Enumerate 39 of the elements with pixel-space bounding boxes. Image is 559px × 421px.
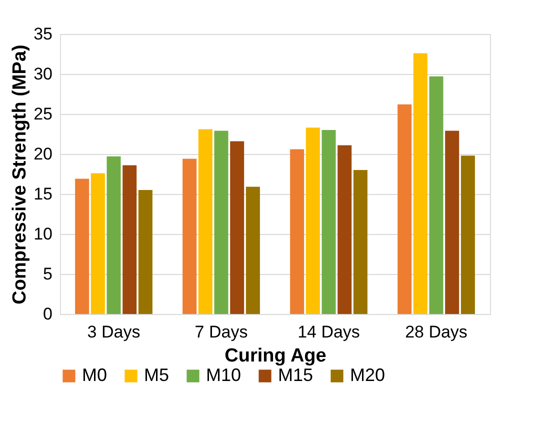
bar — [460, 156, 475, 314]
bar — [230, 141, 244, 314]
bar — [322, 130, 336, 314]
bar — [306, 128, 320, 314]
y-tick-label: 30 — [34, 64, 52, 84]
bar — [138, 190, 152, 314]
legend-label: M20 — [350, 365, 386, 385]
bar — [290, 149, 304, 314]
legend-label: M15 — [278, 365, 314, 385]
x-tick-label: 7 Days — [194, 322, 248, 342]
y-tick-label: 20 — [34, 144, 52, 164]
y-tick-label: 35 — [34, 24, 52, 44]
bar — [198, 129, 212, 314]
bar — [90, 173, 105, 314]
bar — [122, 165, 137, 314]
y-tick-label: 10 — [34, 224, 52, 244]
bar — [429, 76, 444, 314]
y-axis-title: Compressive Strength (MPa) — [10, 44, 31, 304]
bar — [398, 104, 412, 314]
y-tick-label: 5 — [43, 264, 52, 284]
y-tick-label: 0 — [43, 304, 52, 324]
x-axis-title: Curing Age — [224, 346, 326, 366]
bar — [338, 145, 352, 314]
bar — [413, 53, 428, 314]
bar — [214, 130, 228, 314]
legend-label: M0 — [82, 365, 108, 385]
bar — [106, 156, 121, 314]
legend-label: M10 — [206, 365, 242, 385]
x-tick-label: 28 Days — [405, 322, 468, 342]
x-tick-label: 3 Days — [87, 322, 140, 342]
bar — [75, 178, 90, 314]
bar — [353, 170, 368, 314]
y-tick-label: 25 — [34, 104, 52, 124]
bar — [445, 130, 460, 314]
bar — [246, 186, 260, 314]
legend-label: M5 — [144, 365, 170, 385]
bar — [182, 158, 197, 314]
x-tick-label: 14 Days — [298, 322, 360, 342]
y-tick-label: 15 — [34, 184, 52, 204]
